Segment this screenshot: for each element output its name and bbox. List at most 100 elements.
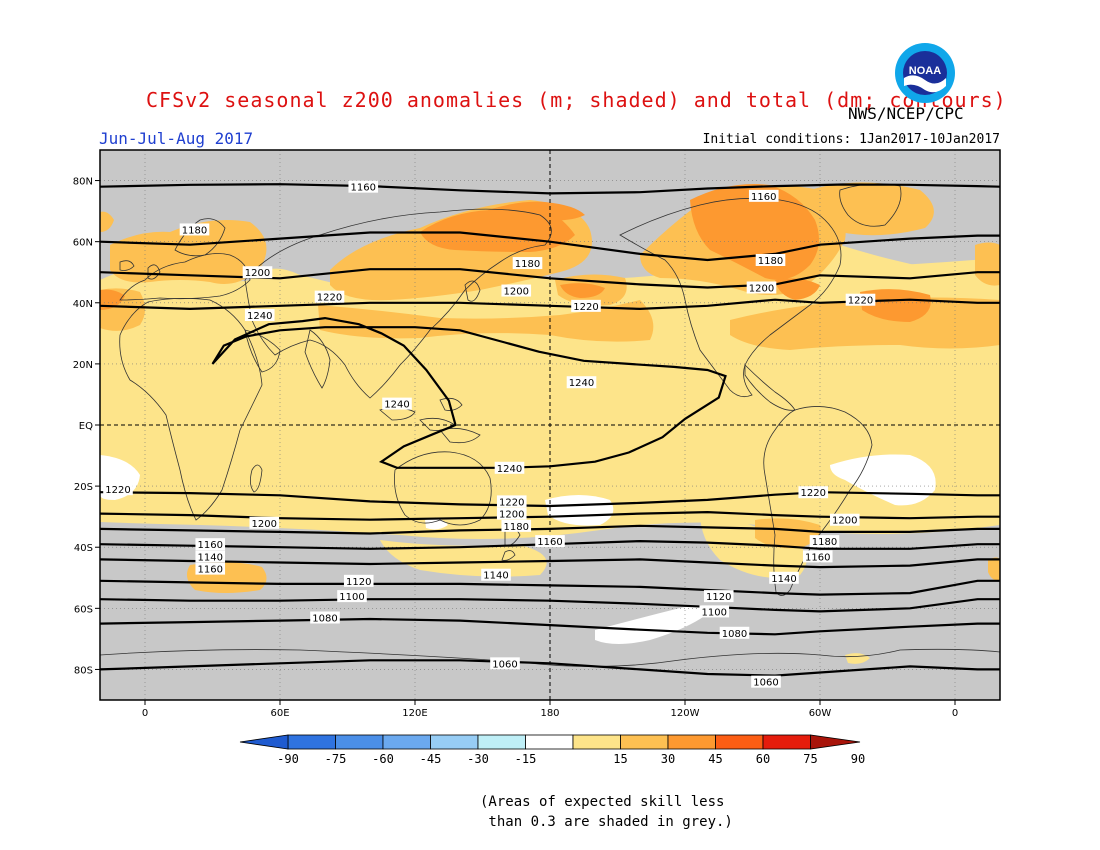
contour-label: 1160 xyxy=(198,540,223,551)
contour-label: 1240 xyxy=(569,378,594,389)
contour-label-bg xyxy=(242,266,273,279)
contour-line xyxy=(100,539,1000,550)
colorbar-label: -75 xyxy=(325,752,347,766)
contour-line xyxy=(100,183,1000,195)
colorbar-swatch xyxy=(715,734,764,750)
lat-tick-label: EQ xyxy=(79,421,93,432)
contour-label-bg xyxy=(703,590,734,603)
contour-label-bg xyxy=(496,507,527,520)
colorbar-label: -30 xyxy=(467,752,489,766)
contour-label-bg xyxy=(195,538,226,551)
contour-label-bg xyxy=(571,299,601,312)
agency-label: NWS/NCEP/CPC xyxy=(848,104,964,123)
lat-tick-label: 20S xyxy=(74,482,93,493)
contour-label: 1140 xyxy=(483,571,508,582)
contour-line xyxy=(100,558,1000,569)
colorbar-label: 90 xyxy=(851,752,865,766)
contour-label-bg xyxy=(809,535,840,548)
lon-tick-label: 180 xyxy=(540,708,559,719)
contour-line xyxy=(100,491,1000,508)
contour-label: 1200 xyxy=(504,287,529,298)
colorbar-label: -90 xyxy=(277,752,299,766)
contour-label-bg xyxy=(566,376,597,389)
contour-label-bg xyxy=(310,611,340,624)
contour-label-bg xyxy=(755,254,786,266)
height-contours: 1160 1160 1180 1180 1180 1200 1200 1200 1220 1220… xyxy=(100,180,1000,689)
contour-label-bg xyxy=(481,568,511,581)
colorbar-swatch xyxy=(525,734,574,750)
contour-label: 1100 xyxy=(339,592,364,603)
contour-line xyxy=(100,268,1000,289)
skill-note: (Areas of expected skill less than 0.3 a… xyxy=(480,794,733,830)
contour-line xyxy=(100,298,1000,311)
contour-label-bg xyxy=(535,535,565,548)
lon-tick-label: 0 xyxy=(142,708,148,719)
colorbar-swatch xyxy=(620,734,669,750)
colorbar-label: -45 xyxy=(420,752,442,766)
lat-tick-label: 60N xyxy=(73,238,93,249)
lat-tick-label: 40S xyxy=(74,543,93,554)
lon-tick-label: 0 xyxy=(952,708,958,719)
contour-label-bg xyxy=(179,223,210,236)
contour-line xyxy=(100,617,1000,636)
contour-label-bg xyxy=(748,189,779,202)
contour-label-bg xyxy=(490,657,520,670)
contour-label: 1240 xyxy=(384,400,409,411)
contour-label: 1180 xyxy=(504,522,529,533)
contour-label-bg xyxy=(244,309,275,321)
contour-label: 1160 xyxy=(198,565,223,576)
lat-tick-label: 80S xyxy=(74,665,93,676)
colorbar-swatch xyxy=(762,734,811,750)
colorbar-label: 60 xyxy=(756,752,770,766)
contour-label: 1180 xyxy=(515,259,540,270)
contour-label-bg xyxy=(249,516,280,529)
contour-label: 1220 xyxy=(573,302,598,313)
contour-label-bg xyxy=(501,284,532,297)
lat-tick-label: 60S xyxy=(74,604,93,615)
contour-label: 1080 xyxy=(312,614,337,625)
contour-label-bg xyxy=(382,397,412,410)
colorbar-swatch xyxy=(382,734,431,750)
contour-label: 1200 xyxy=(252,519,277,530)
contour-label: 1100 xyxy=(702,607,727,618)
colorbar-swatch xyxy=(335,734,384,750)
colorbar-label: 15 xyxy=(613,752,627,766)
contour-label: 1160 xyxy=(351,183,376,194)
contour-line xyxy=(211,316,727,469)
contour-label-bg xyxy=(494,461,525,474)
contour-label-bg xyxy=(746,281,777,294)
contour-label: 1220 xyxy=(499,497,524,508)
contour-line xyxy=(100,524,1000,535)
contour-line xyxy=(100,659,1000,677)
colorbar-label: -15 xyxy=(515,752,537,766)
contour-label: 1200 xyxy=(749,284,774,295)
contour-label: 1200 xyxy=(832,516,857,527)
contour-label: 1220 xyxy=(105,485,130,496)
contour-label: 1160 xyxy=(537,537,562,548)
lat-tick-label: 80N xyxy=(73,177,93,188)
contour-label: 1140 xyxy=(198,552,223,563)
initial-conditions-label: Initial conditions: 1Jan2017-10Jan2017 xyxy=(702,132,1000,147)
contour-label-bg xyxy=(802,550,833,563)
contour-label: 1200 xyxy=(245,268,270,279)
colorbar-swatch xyxy=(667,734,716,750)
contour-label-bg xyxy=(195,562,226,575)
contour-label-bg xyxy=(103,483,133,496)
colorbar-label: 75 xyxy=(803,752,817,766)
contour-label-bg xyxy=(496,495,527,508)
contour-label-bg xyxy=(512,257,543,270)
lon-tick-label: 120W xyxy=(671,708,700,719)
contour-label: 1180 xyxy=(182,225,207,236)
contour-label-bg xyxy=(751,675,781,688)
contour-label: 1240 xyxy=(247,311,272,322)
contour-label: 1220 xyxy=(801,488,826,499)
contour-label: 1120 xyxy=(346,577,371,588)
colorbar-label: 45 xyxy=(708,752,722,766)
contour-label-bg xyxy=(337,590,367,603)
contour-label-bg xyxy=(798,486,829,499)
contour-label: 1140 xyxy=(771,574,796,585)
contour-label: 1060 xyxy=(492,659,517,670)
contour-label-bg xyxy=(719,626,750,639)
season-label: Jun-Jul-Aug 2017 xyxy=(99,129,254,148)
